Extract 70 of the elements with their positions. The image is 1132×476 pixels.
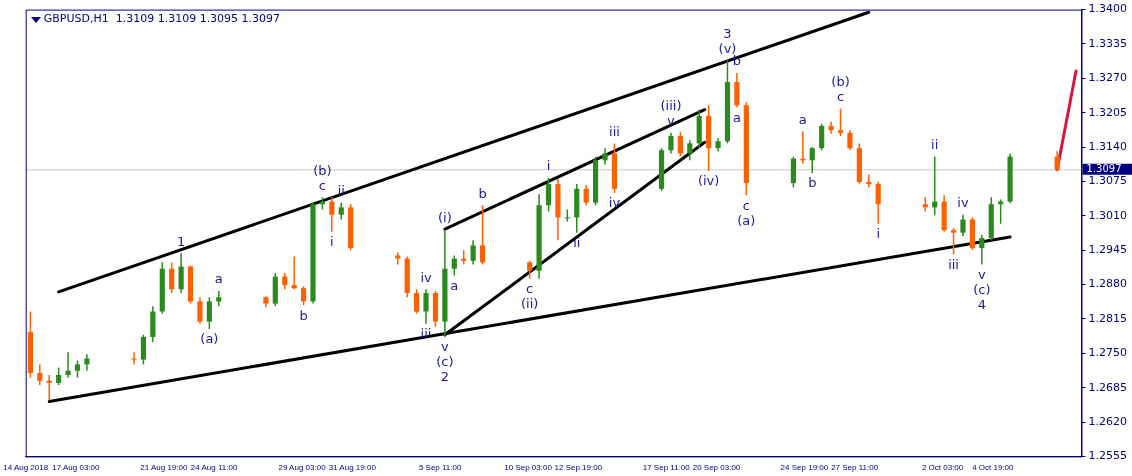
annotation: a (214, 271, 223, 287)
y-tick-label: 1.3205 (1088, 105, 1128, 119)
y-tick-label: 1.3010 (1088, 208, 1128, 222)
annotation: c (526, 281, 534, 297)
x-tick-label: 17 Sep 11:00 (642, 463, 691, 473)
annotation: iii (948, 256, 959, 272)
annotation: (v) (718, 40, 737, 56)
annotation: ii (931, 136, 939, 152)
y-tick-label: 1.3400 (1088, 2, 1128, 16)
annotation: 1 (176, 233, 186, 249)
x-tick-label: 21 Aug 19:00 (140, 463, 188, 473)
annotation: b (478, 185, 487, 201)
y-tick-label: 1.2620 (1088, 414, 1128, 428)
chart-title: GBPUSD,H1 1.3109 1.3109 1.3095 1.3097 (43, 12, 281, 26)
annotation: v (977, 266, 986, 282)
y-tick-label: 1.2555 (1088, 449, 1128, 463)
annotation: i (546, 158, 551, 174)
annotation: (a) (200, 331, 219, 347)
annotation: ii (337, 182, 345, 198)
annotation: 4 (977, 296, 986, 312)
annotation: ii (573, 235, 581, 251)
y-tick-label: 1.3335 (1088, 36, 1128, 50)
annotation: (i) (437, 210, 452, 226)
x-tick-label: 29 Aug 03:00 (278, 463, 327, 473)
annotation: iii (609, 123, 620, 139)
x-tick-label: 31 Aug 19:00 (328, 463, 377, 473)
y-tick-label: 1.2750 (1088, 346, 1128, 360)
annotation: (c) (973, 281, 991, 297)
x-tick-label: 17 Aug 03:00 (52, 463, 101, 473)
x-tick-label: 5 Sep 11:00 (418, 463, 462, 473)
y-tick-label: 1.3140 (1088, 139, 1128, 153)
annotation: c (836, 88, 845, 104)
annotation: (b) (313, 162, 332, 178)
annotation: a (450, 277, 459, 293)
y-tick-label: 1.3270 (1088, 71, 1128, 85)
ref-line-label: 1.3097 (1086, 163, 1122, 175)
annotation: (c) (436, 354, 454, 370)
x-tick-label: 12 Sep 19:00 (554, 463, 603, 473)
y-tick-label: 1.2945 (1088, 243, 1128, 257)
annotation: a (798, 111, 807, 127)
annotation: i (330, 234, 334, 250)
annotation: c (742, 197, 750, 213)
annotation: iv (420, 269, 432, 285)
annotation: c (318, 177, 326, 193)
annotation: iv (608, 195, 621, 211)
annotation: (iii) (660, 98, 682, 114)
annotation: i (876, 226, 881, 242)
annotation: b (808, 175, 817, 191)
annotation: a (732, 109, 741, 125)
annotation: (b) (831, 73, 850, 89)
x-tick-label: 10 Sep 03:00 (504, 463, 553, 473)
annotation: 2 (440, 369, 450, 385)
y-tick-label: 1.3075 (1088, 174, 1128, 188)
x-tick-label: 4 Oct 19:00 (972, 463, 1015, 473)
annotation: 3 (723, 25, 732, 41)
x-tick-label: 27 Sep 11:00 (831, 463, 879, 473)
annotation: b (299, 307, 308, 323)
y-tick-label: 1.2880 (1088, 277, 1128, 291)
y-tick-label: 1.2815 (1088, 311, 1128, 325)
x-tick-label: 24 Sep 19:00 (780, 463, 829, 473)
annotation: iv (957, 195, 969, 211)
x-tick-label: 14 Aug 2018 (3, 463, 49, 473)
annotation: v (441, 339, 450, 355)
x-tick-label: 20 Sep 03:00 (692, 463, 741, 473)
annotation: (ii) (520, 296, 539, 312)
annotation: (iv) (697, 173, 720, 189)
y-tick-label: 1.2685 (1088, 380, 1128, 394)
x-tick-label: 2 Oct 03:00 (921, 463, 964, 473)
annotation: (a) (737, 212, 756, 228)
x-tick-label: 24 Aug 11:00 (190, 463, 238, 473)
